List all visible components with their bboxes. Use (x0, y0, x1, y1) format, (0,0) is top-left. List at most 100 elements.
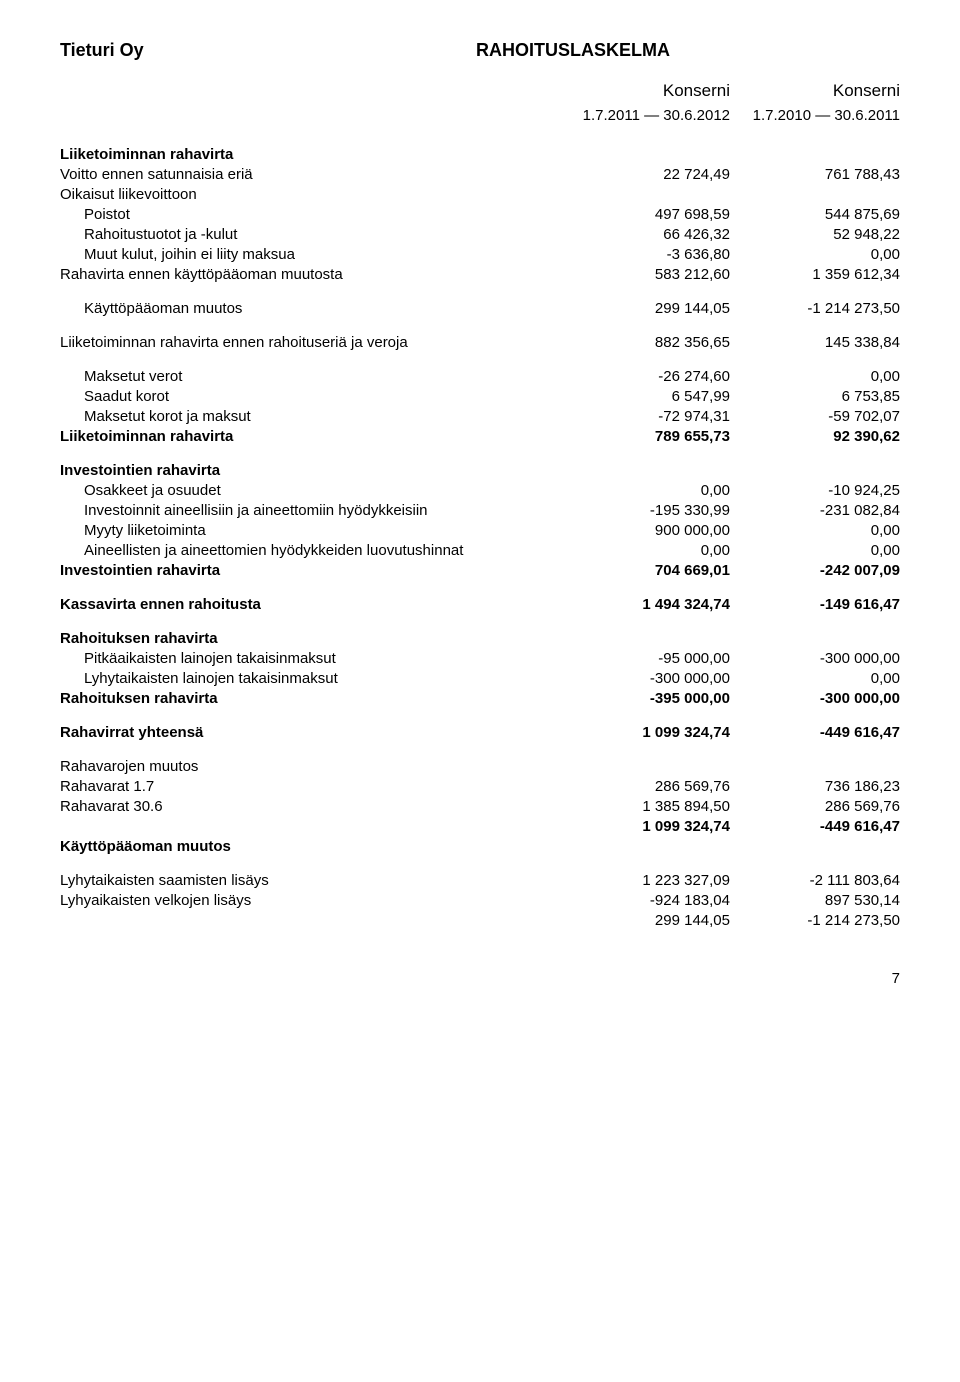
table-row: Maksetut korot ja maksut-72 974,31-59 70… (60, 406, 900, 426)
row-label: Lyhytaikaisten saamisten lisäys (60, 870, 560, 890)
row-value-1 (560, 756, 730, 776)
row-value-2: 0,00 (730, 520, 900, 540)
table-row: Lyhyaikaisten velkojen lisäys-924 183,04… (60, 890, 900, 910)
row-value-1 (560, 628, 730, 648)
row-value-2: 0,00 (730, 366, 900, 386)
row-value-2: -59 702,07 (730, 406, 900, 426)
row-value-1: -195 330,99 (560, 500, 730, 520)
row-value-2: -242 007,09 (730, 560, 900, 580)
table-row (60, 614, 900, 628)
table-row: Rahoitustuotot ja -kulut66 426,3252 948,… (60, 224, 900, 244)
table-row: Aineellisten ja aineettomien hyödykkeide… (60, 540, 900, 560)
page-number: 7 (60, 970, 900, 987)
table-row: Myyty liiketoiminta900 000,000,00 (60, 520, 900, 540)
row-value-1 (560, 836, 730, 856)
row-value-2: 736 186,23 (730, 776, 900, 796)
row-label (60, 816, 560, 836)
row-label: Voitto ennen satunnaisia eriä (60, 164, 560, 184)
table-row: Poistot497 698,59544 875,69 (60, 204, 900, 224)
table-row (60, 318, 900, 332)
row-value-2 (730, 756, 900, 776)
row-value-1: 1 385 894,50 (560, 796, 730, 816)
row-label: Rahavarojen muutos (60, 756, 560, 776)
row-value-1: 497 698,59 (560, 204, 730, 224)
row-value-1: 6 547,99 (560, 386, 730, 406)
period-1: 1.7.2011 — 30.6.2012 (560, 107, 730, 124)
table-row (60, 856, 900, 870)
table-row: Rahavarat 30.61 385 894,50286 569,76 (60, 796, 900, 816)
row-label: Muut kulut, joihin ei liity maksua (60, 244, 560, 264)
table-row: Rahoituksen rahavirta-395 000,00-300 000… (60, 688, 900, 708)
row-value-1: -3 636,80 (560, 244, 730, 264)
row-value-2 (730, 628, 900, 648)
period-row: 1.7.2011 — 30.6.2012 1.7.2010 — 30.6.201… (60, 107, 900, 124)
row-value-2: 0,00 (730, 668, 900, 688)
row-value-2: 6 753,85 (730, 386, 900, 406)
row-value-1: 704 669,01 (560, 560, 730, 580)
table-row: Rahavirta ennen käyttöpääoman muutosta58… (60, 264, 900, 284)
row-label: Aineellisten ja aineettomien hyödykkeide… (60, 540, 560, 560)
row-value-2: 0,00 (730, 540, 900, 560)
cashflow-table: Liiketoiminnan rahavirta Voitto ennen sat… (60, 144, 900, 930)
row-value-2: 92 390,62 (730, 426, 900, 446)
table-row: Kassavirta ennen rahoitusta1 494 324,74-… (60, 594, 900, 614)
row-label: Myyty liiketoiminta (60, 520, 560, 540)
row-value-1: 789 655,73 (560, 426, 730, 446)
table-row: Rahavarojen muutos (60, 756, 900, 776)
row-label: Investointien rahavirta (60, 460, 560, 480)
row-label: Lyhytaikaisten lainojen takaisinmaksut (60, 668, 560, 688)
row-value-2: 286 569,76 (730, 796, 900, 816)
table-row (60, 742, 900, 756)
company-name: Tieturi Oy (60, 40, 144, 61)
row-label: Investoinnit aineellisiin ja aineettomii… (60, 500, 560, 520)
table-row: Osakkeet ja osuudet0,00-10 924,25 (60, 480, 900, 500)
row-label: Pitkäaikaisten lainojen takaisinmaksut (60, 648, 560, 668)
row-value-1 (560, 184, 730, 204)
table-row: Investointien rahavirta704 669,01-242 00… (60, 560, 900, 580)
row-value-1: 0,00 (560, 540, 730, 560)
row-value-1: -924 183,04 (560, 890, 730, 910)
table-row (60, 352, 900, 366)
row-value-2: -10 924,25 (730, 480, 900, 500)
row-label (60, 910, 560, 930)
table-row: Maksetut verot-26 274,600,00 (60, 366, 900, 386)
row-label: Osakkeet ja osuudet (60, 480, 560, 500)
row-label: Kassavirta ennen rahoitusta (60, 594, 560, 614)
row-value-2: -149 616,47 (730, 594, 900, 614)
row-value-2: -1 214 273,50 (730, 910, 900, 930)
row-value-1: 1 099 324,74 (560, 816, 730, 836)
table-row: Oikaisut liikevoittoon (60, 184, 900, 204)
column-headers: Konserni Konserni (60, 81, 900, 101)
row-value-1: 66 426,32 (560, 224, 730, 244)
row-label: Investointien rahavirta (60, 560, 560, 580)
row-value-2: -231 082,84 (730, 500, 900, 520)
row-label: Rahoitustuotot ja -kulut (60, 224, 560, 244)
row-value-1: 22 724,49 (560, 164, 730, 184)
row-label: Rahoituksen rahavirta (60, 628, 560, 648)
row-value-2: -300 000,00 (730, 648, 900, 668)
row-value-1: 1 494 324,74 (560, 594, 730, 614)
row-value-1: 583 212,60 (560, 264, 730, 284)
table-row: Investointien rahavirta (60, 460, 900, 480)
table-row: Liiketoiminnan rahavirta ennen rahoituse… (60, 332, 900, 352)
row-label: Rahoituksen rahavirta (60, 688, 560, 708)
row-value-2: 0,00 (730, 244, 900, 264)
table-row: Pitkäaikaisten lainojen takaisinmaksut-9… (60, 648, 900, 668)
row-label: Maksetut korot ja maksut (60, 406, 560, 426)
row-label: Liiketoiminnan rahavirta (60, 426, 560, 446)
row-value-1: -72 974,31 (560, 406, 730, 426)
row-label: Poistot (60, 204, 560, 224)
period-2: 1.7.2010 — 30.6.2011 (730, 107, 900, 124)
row-value-1: -395 000,00 (560, 688, 730, 708)
row-value-2: -449 616,47 (730, 816, 900, 836)
row-value-2: 544 875,69 (730, 204, 900, 224)
table-row: Käyttöpääoman muutos (60, 836, 900, 856)
table-row: Muut kulut, joihin ei liity maksua-3 636… (60, 244, 900, 264)
row-label: Rahavarat 1.7 (60, 776, 560, 796)
row-value-2: -1 214 273,50 (730, 298, 900, 318)
header-row: Tieturi Oy RAHOITUSLASKELMA (60, 40, 900, 61)
row-label: Saadut korot (60, 386, 560, 406)
row-value-2 (730, 144, 900, 164)
row-value-2: -300 000,00 (730, 688, 900, 708)
row-label: Käyttöpääoman muutos (60, 298, 560, 318)
